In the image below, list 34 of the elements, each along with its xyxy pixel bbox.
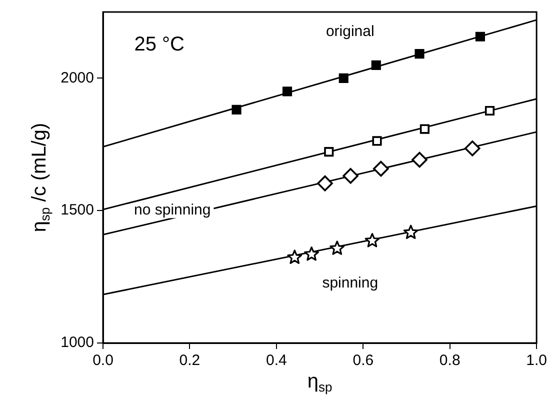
point — [373, 160, 389, 177]
y-tick-label: 1500 — [60, 202, 94, 219]
x-tick-label: 0.2 — [179, 352, 200, 370]
point — [342, 168, 358, 184]
point — [484, 106, 495, 116]
point — [287, 250, 302, 264]
point — [475, 32, 485, 42]
x-tick-label: 0.0 — [92, 352, 114, 370]
x-tick-label: 0.8 — [439, 352, 460, 370]
point — [317, 175, 333, 192]
y-axis-title: ηsp /c (mL/g) — [28, 122, 53, 232]
point — [414, 49, 424, 59]
point — [338, 73, 348, 83]
annotation: 25 °C — [134, 34, 184, 56]
point — [372, 136, 382, 146]
y-tick-label: 2000 — [60, 69, 94, 86]
point — [403, 224, 418, 240]
point — [364, 232, 380, 248]
annotation: no spinning — [134, 202, 211, 219]
point — [232, 104, 242, 114]
annotation: original — [326, 23, 374, 40]
point — [304, 246, 320, 261]
y-tick-label: 1000 — [60, 334, 94, 352]
point — [282, 86, 292, 96]
x-tick-label: 0.4 — [266, 352, 287, 370]
point — [324, 147, 334, 157]
point — [412, 152, 428, 168]
point — [464, 140, 480, 156]
point — [420, 124, 430, 134]
point — [371, 60, 381, 70]
x-tick-label: 1.0 — [526, 352, 548, 370]
annotation: spinning — [322, 274, 378, 292]
point — [330, 240, 345, 255]
x-tick-label: 0.6 — [352, 352, 374, 370]
